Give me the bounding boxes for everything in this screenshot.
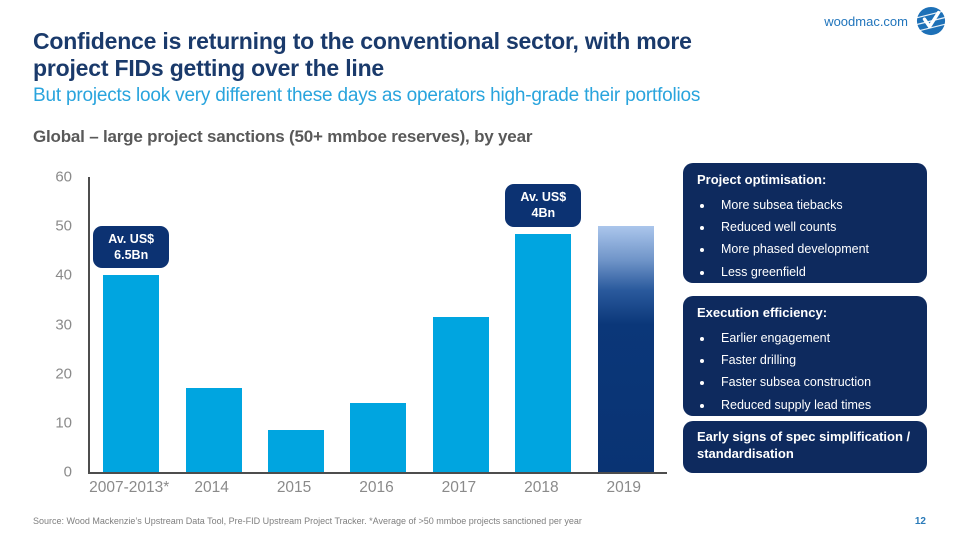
bar-slot	[255, 177, 337, 472]
bar-2015	[268, 430, 325, 472]
title-block: Confidence is returning to the conventio…	[33, 28, 893, 108]
x-axis-label: 2019	[606, 479, 641, 496]
x-axis-label: 2014	[194, 479, 229, 496]
y-axis-tick-label: 0	[63, 463, 72, 481]
bar-slot: Av. US$ 4Bn	[502, 177, 584, 472]
chart-title: Global – large project sanctions (50+ mm…	[33, 127, 533, 146]
panel-bullet-list: More subsea tiebacksReduced well countsM…	[697, 194, 915, 283]
bar-slot	[420, 177, 502, 472]
bar-slot	[172, 177, 254, 472]
plot-area: Av. US$ 6.5Bn Av. US$ 4Bn	[88, 177, 667, 474]
bullet-item: Faster subsea construction	[714, 371, 915, 393]
x-axis-label: 2015	[276, 479, 312, 496]
bar-slot: Av. US$ 6.5Bn	[90, 177, 172, 472]
woodmac-logo-icon	[916, 6, 946, 36]
y-axis: 0 10 20 30 40 50 60	[38, 170, 80, 480]
source-note: Source: Wood Mackenzie’s Upstream Data T…	[33, 516, 582, 526]
y-axis-tick-label: 60	[55, 168, 72, 186]
panel-bullet-list: Earlier engagementFaster drillingFaster …	[697, 327, 915, 416]
panel-spec-simplification: Early signs of spec simplification / sta…	[683, 421, 927, 473]
bullet-item: More subsea tiebacks	[714, 194, 915, 216]
bar-2016	[350, 403, 407, 472]
bullet-item: Faster drilling	[714, 349, 915, 371]
bullet-item: Reduced well counts	[714, 216, 915, 238]
page-subtitle: But projects look very different these d…	[33, 85, 701, 107]
bullet-item: Earlier engagement	[714, 327, 915, 349]
panel-title: Execution efficiency:	[697, 305, 828, 320]
panel-title: Early signs of spec simplification / sta…	[697, 429, 911, 461]
y-axis-tick-label: 50	[55, 217, 72, 235]
page-number: 12	[914, 516, 926, 527]
bar-2017	[432, 317, 489, 472]
bar-2018	[515, 233, 572, 472]
y-axis-tick-label: 10	[55, 414, 72, 432]
y-axis-tick-label: 40	[55, 266, 72, 284]
page-title-line1: Confidence is returning to the conventio…	[33, 28, 692, 54]
bullet-item: Less greenfield	[714, 261, 915, 283]
y-axis-tick-label: 30	[55, 316, 72, 333]
woodmac-site-link[interactable]: woodmac.com	[824, 14, 908, 29]
bullet-item: Reduced supply lead times	[714, 394, 915, 416]
x-axis: 2007-2013* 2014 2015 2016 2017 2018 2019	[88, 479, 665, 497]
bullet-item: More phased development	[714, 238, 915, 260]
bar-2007-2013*	[103, 275, 160, 472]
x-axis-label: 2007-2013*	[89, 479, 170, 496]
bar-2014	[185, 388, 242, 472]
panel-project-optimisation: Project optimisation: More subsea tiebac…	[683, 163, 927, 283]
page-title-line2: project FIDs getting over the line	[33, 55, 385, 82]
x-axis-label: 2017	[441, 479, 477, 496]
average-value-callout: Av. US$ 4Bn	[505, 184, 582, 227]
bar-slot	[585, 177, 667, 472]
panel-execution-efficiency: Execution efficiency: Earlier engagement…	[683, 296, 927, 416]
x-axis-label: 2018	[524, 479, 559, 496]
bar-2019	[597, 226, 654, 472]
average-value-callout: Av. US$ 6.5Bn	[93, 225, 170, 269]
y-axis-tick-label: 20	[55, 365, 72, 383]
x-axis-label: 2016	[359, 479, 394, 496]
bar-slot	[337, 177, 419, 472]
panel-title: Project optimisation:	[697, 172, 827, 187]
